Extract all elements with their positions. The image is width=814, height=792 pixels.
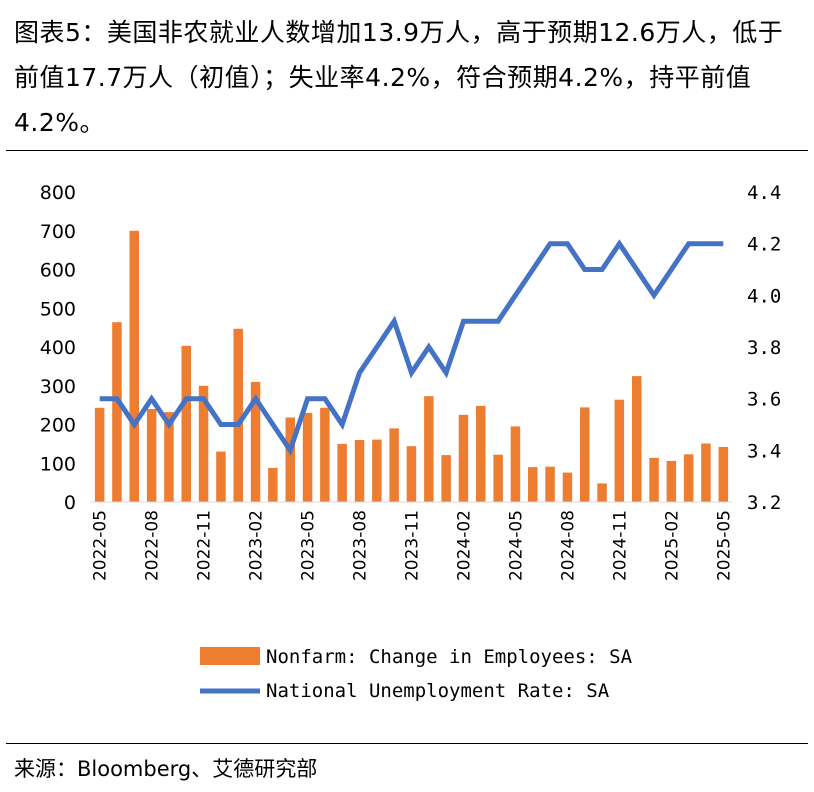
left-tick-200: 200 <box>40 415 76 437</box>
x-tick-2024-02: 2024-02 <box>455 510 475 581</box>
bar-2023-02 <box>250 381 261 502</box>
bar-2023-08 <box>354 440 365 502</box>
bar-2024-08 <box>562 472 573 502</box>
bar-2022-06 <box>112 322 122 502</box>
right-tick-3.8: 3.8 <box>747 337 781 359</box>
top-divider <box>6 150 808 151</box>
x-tick-2022-08: 2022-08 <box>143 510 163 581</box>
bar-2025-02 <box>666 460 677 502</box>
bar-2024-06 <box>528 467 538 502</box>
x-tick-2022-11: 2022-11 <box>195 510 215 581</box>
bar-2024-01 <box>441 455 451 502</box>
bar-2022-10 <box>181 345 191 502</box>
bar-2024-12 <box>632 376 642 502</box>
right-tick-4.0: 4.0 <box>747 285 781 307</box>
combo-chart: 0 100 200 300 400 500 600 700 800 3.2 3.4 3.6 3.8 4.… <box>40 182 782 702</box>
right-tick-3.2: 3.2 <box>747 492 781 514</box>
bar-2022-07 <box>129 230 139 503</box>
x-tick-2025-05: 2025-05 <box>714 510 734 581</box>
x-tick-2023-08: 2023-08 <box>351 510 371 581</box>
bar-2023-04 <box>285 417 295 502</box>
line-series <box>99 239 724 456</box>
bar-2025-05 <box>718 447 729 502</box>
right-y-axis: 3.2 3.4 3.6 3.8 4.0 4.2 4.4 <box>747 182 781 514</box>
bar-2024-02 <box>458 414 469 502</box>
bar-2024-10 <box>597 483 607 502</box>
bar-2023-10 <box>389 428 399 502</box>
right-tick-3.6: 3.6 <box>747 389 781 411</box>
legend-label-nonfarm: Nonfarm: Change in Employees: SA <box>266 646 633 668</box>
right-tick-4.2: 4.2 <box>747 234 781 256</box>
bar-2022-12 <box>216 451 226 502</box>
left-tick-100: 100 <box>40 453 76 475</box>
unemployment-rate-line <box>99 239 724 456</box>
left-tick-400: 400 <box>40 337 76 359</box>
x-tick-2024-11: 2024-11 <box>610 510 630 581</box>
left-tick-0: 0 <box>64 492 76 514</box>
x-tick-2023-05: 2023-05 <box>299 510 319 581</box>
legend: Nonfarm: Change in Employees: SA Nationa… <box>200 646 633 702</box>
x-tick-2023-02: 2023-02 <box>247 510 267 581</box>
bottom-divider <box>6 743 808 744</box>
bar-2025-03 <box>683 454 694 502</box>
bar-2023-06 <box>320 407 330 502</box>
bar-2022-09 <box>164 412 174 502</box>
left-tick-300: 300 <box>40 376 76 398</box>
bar-2025-04 <box>701 443 711 502</box>
left-y-axis: 0 100 200 300 400 500 600 700 800 <box>40 182 76 514</box>
legend-label-unemployment: National Unemployment Rate: SA <box>266 680 610 702</box>
bar-series <box>94 230 729 503</box>
bar-2025-01 <box>649 457 659 502</box>
bar-2024-09 <box>580 407 590 502</box>
bar-2024-11 <box>614 399 625 502</box>
bar-2024-03 <box>476 405 486 502</box>
bar-2024-07 <box>545 466 555 502</box>
bar-2022-11 <box>198 385 209 503</box>
left-tick-600: 600 <box>40 260 76 282</box>
bar-2024-04 <box>493 454 503 502</box>
left-tick-700: 700 <box>40 221 76 243</box>
right-tick-3.4: 3.4 <box>747 440 781 462</box>
x-axis-ticks: 2022-05 2022-08 2022-11 2023-02 2023-05 2023-… <box>91 510 735 581</box>
bar-2023-09 <box>372 439 382 502</box>
x-tick-2023-11: 2023-11 <box>403 510 423 581</box>
bar-2023-12 <box>424 396 434 502</box>
bar-2023-07 <box>337 443 347 502</box>
x-tick-2024-08: 2024-08 <box>558 510 578 581</box>
bar-2023-03 <box>268 467 278 502</box>
bar-2024-05 <box>510 426 521 502</box>
x-tick-2022-05: 2022-05 <box>91 510 111 581</box>
bar-2023-01 <box>233 328 243 502</box>
x-tick-2025-02: 2025-02 <box>662 510 682 581</box>
bar-2023-05 <box>302 412 313 502</box>
bar-2022-05 <box>94 407 105 502</box>
x-tick-2024-05: 2024-05 <box>506 510 526 581</box>
chart-title: 图表5：美国非农就业人数增加13.9万人，高于预期12.6万人，低于前值17.7… <box>14 18 784 137</box>
left-tick-500: 500 <box>40 298 76 320</box>
source-note: 来源：Bloomberg、艾德研究部 <box>14 757 318 781</box>
legend-swatch-nonfarm <box>200 647 260 665</box>
right-tick-4.4: 4.4 <box>747 182 781 204</box>
left-tick-800: 800 <box>40 182 76 204</box>
bar-2023-11 <box>406 446 417 502</box>
bar-2022-08 <box>146 409 157 502</box>
